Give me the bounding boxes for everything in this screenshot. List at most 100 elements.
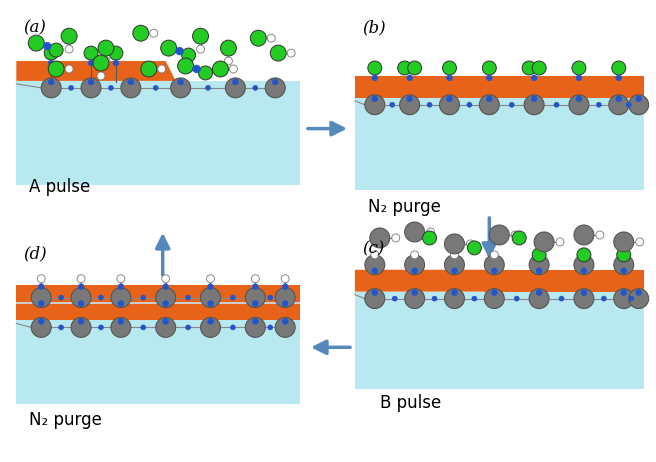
Circle shape <box>182 48 195 62</box>
Circle shape <box>422 231 436 245</box>
Circle shape <box>163 301 169 307</box>
Circle shape <box>161 40 176 56</box>
Circle shape <box>109 46 123 60</box>
Circle shape <box>141 61 157 77</box>
Circle shape <box>372 75 378 81</box>
Circle shape <box>118 301 124 307</box>
Circle shape <box>220 40 236 56</box>
Circle shape <box>392 234 400 242</box>
Circle shape <box>532 248 546 262</box>
Text: (b): (b) <box>362 19 386 36</box>
Circle shape <box>534 232 554 252</box>
Circle shape <box>213 61 228 77</box>
Circle shape <box>524 95 544 115</box>
Circle shape <box>614 255 634 275</box>
Circle shape <box>253 85 258 91</box>
Circle shape <box>392 296 398 301</box>
Circle shape <box>232 79 238 85</box>
Circle shape <box>163 318 169 324</box>
Circle shape <box>447 96 453 102</box>
Circle shape <box>38 284 44 290</box>
Circle shape <box>400 95 420 115</box>
Text: (a): (a) <box>24 19 46 36</box>
Circle shape <box>153 85 158 91</box>
Circle shape <box>559 296 564 301</box>
Circle shape <box>84 46 98 60</box>
Circle shape <box>48 61 64 77</box>
Circle shape <box>574 289 594 309</box>
Circle shape <box>614 232 634 252</box>
Circle shape <box>490 251 499 259</box>
Circle shape <box>621 290 626 296</box>
Circle shape <box>636 238 644 246</box>
Circle shape <box>581 268 587 274</box>
Circle shape <box>365 95 385 115</box>
Bar <box>16 321 300 404</box>
Circle shape <box>118 284 124 290</box>
Polygon shape <box>355 270 499 292</box>
Circle shape <box>636 96 642 102</box>
Circle shape <box>287 49 295 57</box>
Circle shape <box>509 102 514 107</box>
Circle shape <box>98 40 114 56</box>
Circle shape <box>186 295 191 300</box>
Circle shape <box>572 61 586 75</box>
Circle shape <box>193 28 209 44</box>
Circle shape <box>78 301 84 307</box>
Circle shape <box>276 288 295 308</box>
Circle shape <box>486 96 492 102</box>
Circle shape <box>522 61 536 75</box>
Circle shape <box>97 72 105 80</box>
Circle shape <box>276 317 295 337</box>
Circle shape <box>65 45 73 53</box>
Circle shape <box>282 284 288 290</box>
Bar <box>355 292 644 389</box>
Circle shape <box>626 102 631 107</box>
Circle shape <box>61 28 77 44</box>
Circle shape <box>207 318 213 324</box>
Circle shape <box>614 289 634 309</box>
Text: A pulse: A pulse <box>30 178 91 196</box>
Circle shape <box>205 85 211 91</box>
Circle shape <box>193 65 201 73</box>
Circle shape <box>365 289 385 309</box>
Circle shape <box>486 75 492 81</box>
Circle shape <box>207 301 213 307</box>
Circle shape <box>230 325 236 330</box>
Circle shape <box>426 228 434 236</box>
Circle shape <box>445 289 464 309</box>
Circle shape <box>407 75 413 81</box>
Circle shape <box>38 318 44 324</box>
Bar <box>484 270 644 292</box>
Circle shape <box>178 79 184 85</box>
Circle shape <box>371 251 379 259</box>
Circle shape <box>207 284 213 290</box>
Circle shape <box>398 61 412 75</box>
Circle shape <box>155 288 176 308</box>
Circle shape <box>31 317 51 337</box>
Circle shape <box>451 251 459 259</box>
Circle shape <box>201 317 220 337</box>
Circle shape <box>574 255 594 275</box>
Circle shape <box>491 268 497 274</box>
Circle shape <box>372 96 378 102</box>
Circle shape <box>372 290 378 296</box>
Circle shape <box>118 318 124 324</box>
Circle shape <box>178 58 194 74</box>
Circle shape <box>38 301 44 307</box>
Circle shape <box>230 65 237 73</box>
Circle shape <box>491 290 497 296</box>
Circle shape <box>440 95 459 115</box>
Circle shape <box>602 296 606 301</box>
Circle shape <box>49 43 63 57</box>
Circle shape <box>511 231 519 239</box>
Circle shape <box>98 295 104 300</box>
Circle shape <box>68 85 73 91</box>
Circle shape <box>157 65 166 73</box>
Circle shape <box>445 255 464 275</box>
Circle shape <box>121 78 141 98</box>
Circle shape <box>574 225 594 245</box>
Bar <box>16 285 300 303</box>
Circle shape <box>108 85 113 91</box>
Circle shape <box>609 95 628 115</box>
